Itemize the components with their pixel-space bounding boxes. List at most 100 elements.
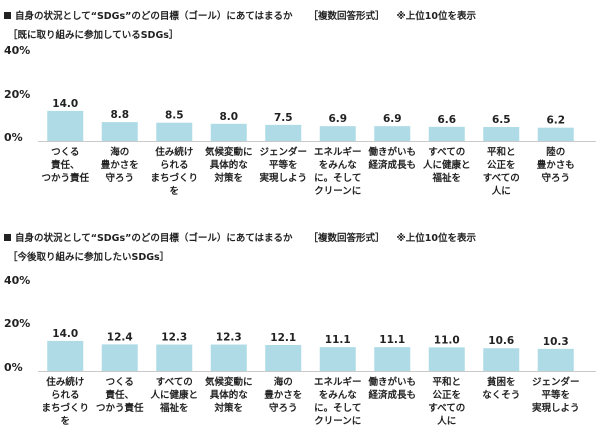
category-label: 守ろう — [541, 172, 570, 184]
bar — [428, 126, 465, 141]
bar — [483, 348, 520, 371]
category-label: すべての — [428, 147, 465, 158]
bar — [101, 122, 138, 141]
bar — [537, 348, 574, 371]
category-label: 責任、 — [50, 159, 80, 171]
data-label: 7.5 — [274, 112, 293, 124]
data-label: 12.4 — [107, 331, 133, 343]
category-label: 公正を — [432, 390, 461, 401]
category-label: 具体的な — [209, 389, 249, 401]
category-label: 平等を — [541, 389, 570, 401]
category-label: 豊かさを — [264, 389, 302, 401]
data-label: 8.5 — [165, 110, 184, 122]
category-label: 平和と — [487, 146, 516, 158]
category-label: に。そして — [314, 173, 361, 184]
answer-format-note: ［複数回答形式］ — [308, 233, 385, 244]
category-label: 平和と — [432, 376, 461, 388]
y-tick-label: 40% — [4, 274, 31, 287]
bar — [537, 127, 574, 141]
chart-subtitle: ［既に取り組みに参加しているSDGs］ — [8, 30, 179, 41]
category-label: つくる — [106, 377, 134, 388]
category-label: られる — [51, 390, 80, 401]
category-label: 陸の — [546, 146, 565, 158]
category-label: られる — [160, 160, 189, 171]
category-label: ジェンダー — [532, 376, 580, 388]
bar — [319, 347, 356, 371]
category-label: 人に健康と — [150, 389, 198, 401]
category-label: 経済成長も — [368, 389, 416, 401]
category-label: 責任、 — [104, 389, 134, 401]
bar — [265, 344, 302, 371]
category-label: 海の — [110, 146, 129, 158]
category-label: エネルギー — [314, 376, 362, 388]
category-label: 守ろう — [105, 172, 134, 184]
category-label: 実現しよう — [259, 172, 307, 184]
data-label: 6.9 — [328, 113, 347, 125]
category-label: 気候変動に — [205, 146, 253, 158]
bar — [374, 347, 411, 371]
top10-note: ※上位10位を表示 — [396, 11, 476, 22]
square-bullet-icon — [4, 234, 11, 241]
bar — [483, 127, 520, 141]
data-label: 6.2 — [546, 115, 565, 127]
chart-title: 自身の状況として“SDGs”のどの目標（ゴール）にあてはまるか ［複数回答形式］ ※… — [4, 8, 476, 22]
data-label: 8.0 — [219, 111, 238, 123]
category-label: 福祉を — [431, 172, 461, 184]
category-label: 平等を — [269, 159, 298, 171]
category-label: つかう責任 — [96, 402, 144, 414]
category-label: クリーンに — [314, 186, 361, 197]
y-tick-label: 0% — [4, 131, 23, 144]
category-label: ジェンダー — [259, 146, 307, 158]
category-label: 人に健康と — [423, 159, 471, 171]
y-tick-label: 20% — [4, 317, 31, 330]
category-label: まちづくり — [41, 402, 89, 414]
category-label: を — [169, 186, 179, 197]
data-label: 12.1 — [270, 332, 296, 344]
bar — [101, 344, 138, 371]
category-label: 貧困を — [487, 376, 516, 388]
data-label: 6.9 — [383, 113, 402, 125]
category-label: すべての — [483, 173, 520, 184]
category-label: 守ろう — [269, 402, 298, 414]
category-label: すべての — [156, 377, 193, 388]
category-label: 対策を — [213, 402, 243, 414]
category-label: 豊かさを — [101, 159, 139, 171]
bar — [265, 124, 302, 141]
category-label: つくる — [51, 147, 79, 158]
y-tick-label: 0% — [4, 361, 23, 374]
data-label: 11.1 — [379, 334, 405, 346]
y-tick-label: 40% — [4, 44, 31, 57]
category-label: 住み続け — [46, 376, 84, 388]
data-label: 8.8 — [110, 109, 129, 121]
answer-format-note: ［複数回答形式］ — [308, 11, 385, 22]
data-label: 6.6 — [437, 114, 456, 126]
category-label: すべての — [428, 403, 465, 414]
category-label: 具体的な — [209, 159, 249, 171]
category-label: まちづくり — [150, 172, 198, 184]
chart-already-participating: 自身の状況として“SDGs”のどの目標（ゴール）にあてはまるか ［複数回答形式］ ※… — [0, 0, 600, 220]
category-label: 実現しよう — [532, 402, 580, 414]
data-label: 10.3 — [543, 336, 569, 348]
data-label: 11.1 — [325, 334, 351, 346]
category-label: をみんな — [319, 160, 358, 171]
bar — [210, 344, 247, 371]
category-label: 働きがいも — [367, 146, 416, 158]
bar — [47, 110, 84, 141]
category-label: 公正を — [487, 160, 516, 171]
data-label: 6.5 — [492, 114, 511, 126]
category-label: 人に — [437, 415, 456, 427]
category-label: 対策を — [213, 172, 243, 184]
square-bullet-icon — [4, 12, 11, 19]
data-label: 12.3 — [216, 332, 242, 344]
top10-note: ※上位10位を表示 — [396, 233, 476, 244]
chart-want-to-participate: 自身の状況として“SDGs”のどの目標（ゴール）にあてはまるか ［複数回答形式］ ※… — [0, 222, 600, 442]
bar — [428, 347, 465, 371]
category-label: つかう責任 — [41, 172, 89, 184]
category-label: なくそう — [482, 390, 520, 401]
data-label: 14.0 — [52, 328, 78, 340]
category-label: 経済成長も — [368, 159, 416, 171]
category-label: に。そして — [314, 403, 361, 414]
data-label: 12.3 — [161, 332, 187, 344]
